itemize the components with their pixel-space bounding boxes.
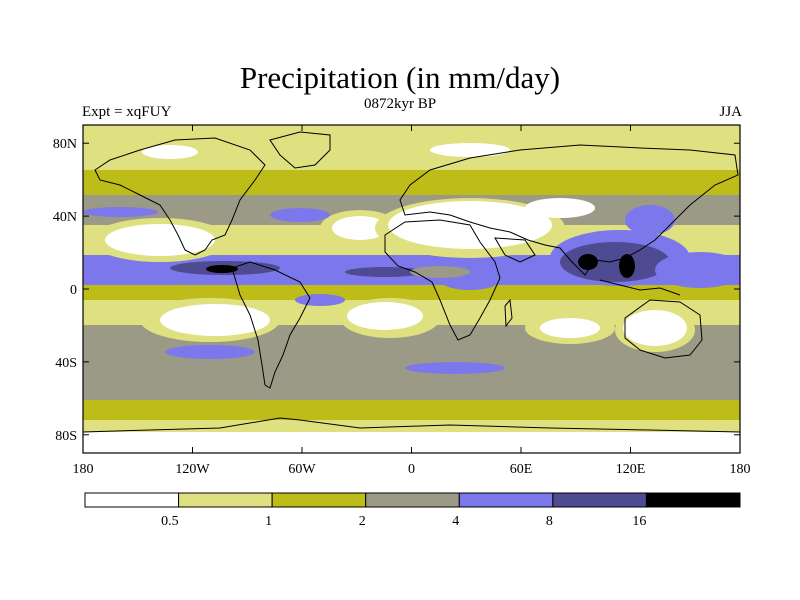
dry-north-pacific-core bbox=[105, 224, 215, 256]
colorbar-label: 4 bbox=[452, 514, 459, 529]
colorbar-label: 0.5 bbox=[161, 514, 179, 529]
colorbar-label: 2 bbox=[359, 514, 366, 529]
eurasia-outline bbox=[399, 144, 739, 276]
y-tick-label: 40N bbox=[53, 210, 77, 225]
dry-arctic-b bbox=[430, 143, 510, 157]
africa-outline bbox=[384, 219, 501, 341]
colorbar-label: 16 bbox=[632, 514, 646, 529]
colorbar-swatch bbox=[365, 492, 460, 508]
dry-arctic-a bbox=[142, 145, 198, 159]
y-axis: 80N 40N 0 40S 80S bbox=[53, 137, 740, 444]
colorbar-swatch bbox=[552, 492, 647, 508]
colorbar-swatch bbox=[271, 492, 367, 508]
wet-south-indian-band bbox=[405, 362, 505, 374]
map-subtitle: 0872kyr BP bbox=[363, 96, 437, 112]
wet-south-china-sea bbox=[619, 254, 635, 278]
band-antarctica bbox=[83, 432, 740, 453]
wet-warm-pool bbox=[655, 252, 740, 288]
season-label: JJA bbox=[719, 104, 742, 120]
x-axis: 180 120W 60W 0 60E 120E 180 bbox=[73, 125, 751, 477]
colorbar-swatch bbox=[178, 492, 273, 508]
coastlines bbox=[83, 131, 740, 433]
arabia-outline bbox=[494, 237, 536, 263]
wet-south-atlantic-band bbox=[295, 294, 345, 306]
colorbar-label: 8 bbox=[546, 514, 553, 529]
dry-australia-core bbox=[623, 310, 687, 346]
antarctica-outline bbox=[83, 417, 740, 433]
australia-outline bbox=[624, 299, 703, 359]
map-title: Precipitation (in mm/day) bbox=[239, 60, 561, 95]
x-tick-label: 180 bbox=[730, 462, 751, 477]
colorbar-swatch bbox=[84, 492, 180, 508]
colorbar: 0.5 1 2 4 8 16 bbox=[84, 492, 741, 529]
x-tick-label: 60E bbox=[510, 462, 533, 477]
colorbar-swatch bbox=[645, 492, 741, 508]
wet-north-pacific-storm bbox=[83, 207, 158, 217]
wet-east-pacific-core bbox=[206, 265, 238, 273]
precipitation-field bbox=[83, 125, 740, 453]
wet-west-africa bbox=[410, 266, 470, 278]
x-tick-label: 120W bbox=[175, 462, 210, 477]
wet-bay-of-bengal bbox=[578, 254, 598, 270]
wet-south-pacific-band bbox=[165, 345, 255, 359]
y-tick-label: 80N bbox=[53, 137, 77, 152]
x-tick-label: 180 bbox=[73, 462, 94, 477]
dry-central-asia bbox=[525, 198, 595, 218]
colorbar-swatch bbox=[458, 492, 554, 508]
y-tick-label: 80S bbox=[55, 429, 77, 444]
madagascar-outline bbox=[504, 298, 513, 328]
wet-east-asia-front bbox=[625, 205, 675, 235]
experiment-label: Expt = xqFUY bbox=[82, 104, 172, 120]
y-tick-label: 40S bbox=[55, 356, 77, 371]
band-southern-high-latitude bbox=[83, 400, 740, 420]
x-tick-label: 60W bbox=[288, 462, 316, 477]
greenland-outline bbox=[269, 131, 331, 169]
dry-south-atlantic-core bbox=[347, 302, 423, 330]
wet-atlantic-itcz bbox=[345, 267, 425, 277]
dry-south-indian-core bbox=[540, 318, 600, 338]
north-america-outline bbox=[94, 137, 266, 256]
south-america-outline bbox=[231, 261, 311, 389]
dry-south-pacific-core bbox=[160, 304, 270, 336]
wet-indian-monsoon-core bbox=[560, 242, 670, 282]
wet-north-atlantic-storm bbox=[270, 208, 330, 222]
dry-north-atlantic-core bbox=[332, 216, 388, 240]
indonesia-outline bbox=[599, 279, 681, 296]
x-tick-label: 120E bbox=[616, 462, 646, 477]
colorbar-label: 1 bbox=[265, 514, 272, 529]
y-tick-label: 0 bbox=[70, 283, 77, 298]
x-tick-label: 0 bbox=[408, 462, 415, 477]
